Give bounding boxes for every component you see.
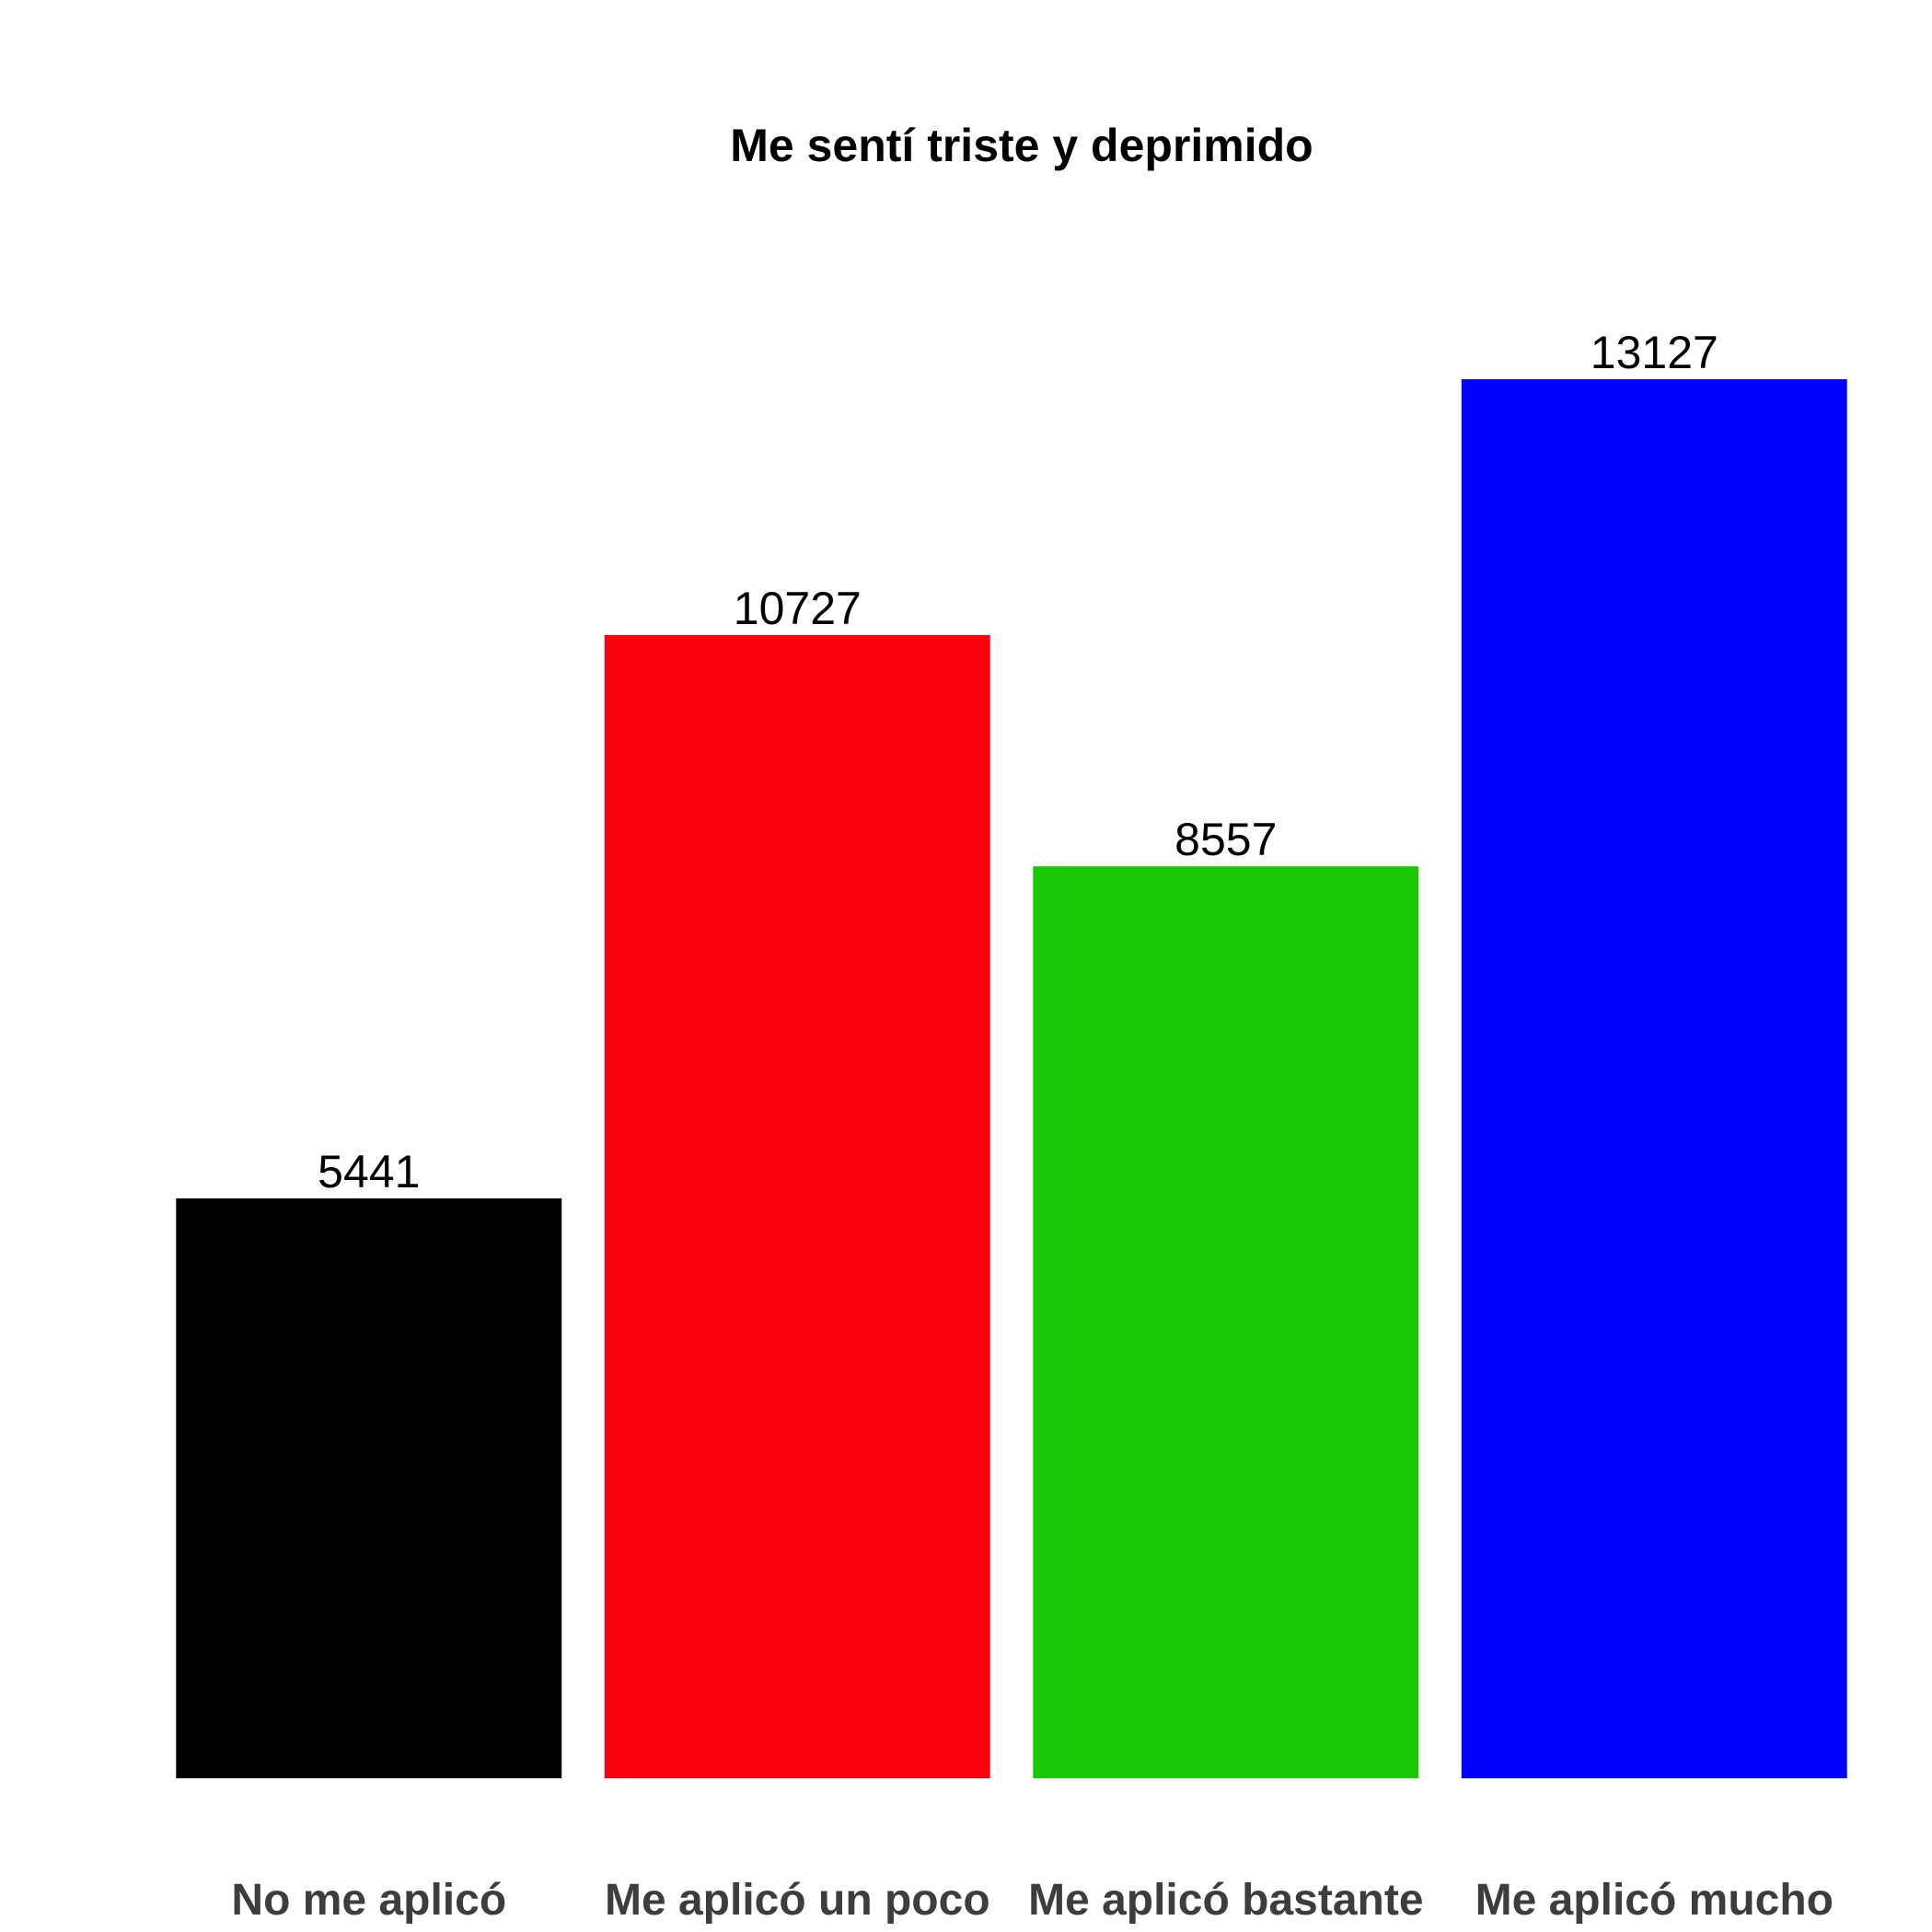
bar-4	[1461, 379, 1847, 1778]
x-tick-label-4: Me aplicó mucho	[1475, 1876, 1834, 1925]
bars-group	[176, 379, 1847, 1778]
category-tick-labels-group: No me aplicó Me aplicó un poco Me aplicó b…	[231, 1876, 1834, 1925]
x-tick-label-2: Me aplicó un poco	[605, 1876, 990, 1925]
bar-3	[1033, 866, 1419, 1778]
value-label-3: 8557	[1174, 814, 1277, 865]
x-tick-label-3: Me aplicó bastante	[1028, 1876, 1423, 1925]
value-label-4: 13127	[1591, 327, 1718, 378]
x-tick-label-1: No me aplicó	[231, 1876, 506, 1925]
value-labels-group: 5441 10727 8557 13127	[318, 327, 1718, 1197]
value-label-2: 10727	[734, 583, 862, 634]
bar-2	[604, 634, 990, 1778]
bar-1	[176, 1198, 562, 1778]
chart-title: Me sentí triste y deprimido	[730, 120, 1313, 171]
value-label-1: 5441	[318, 1146, 420, 1197]
